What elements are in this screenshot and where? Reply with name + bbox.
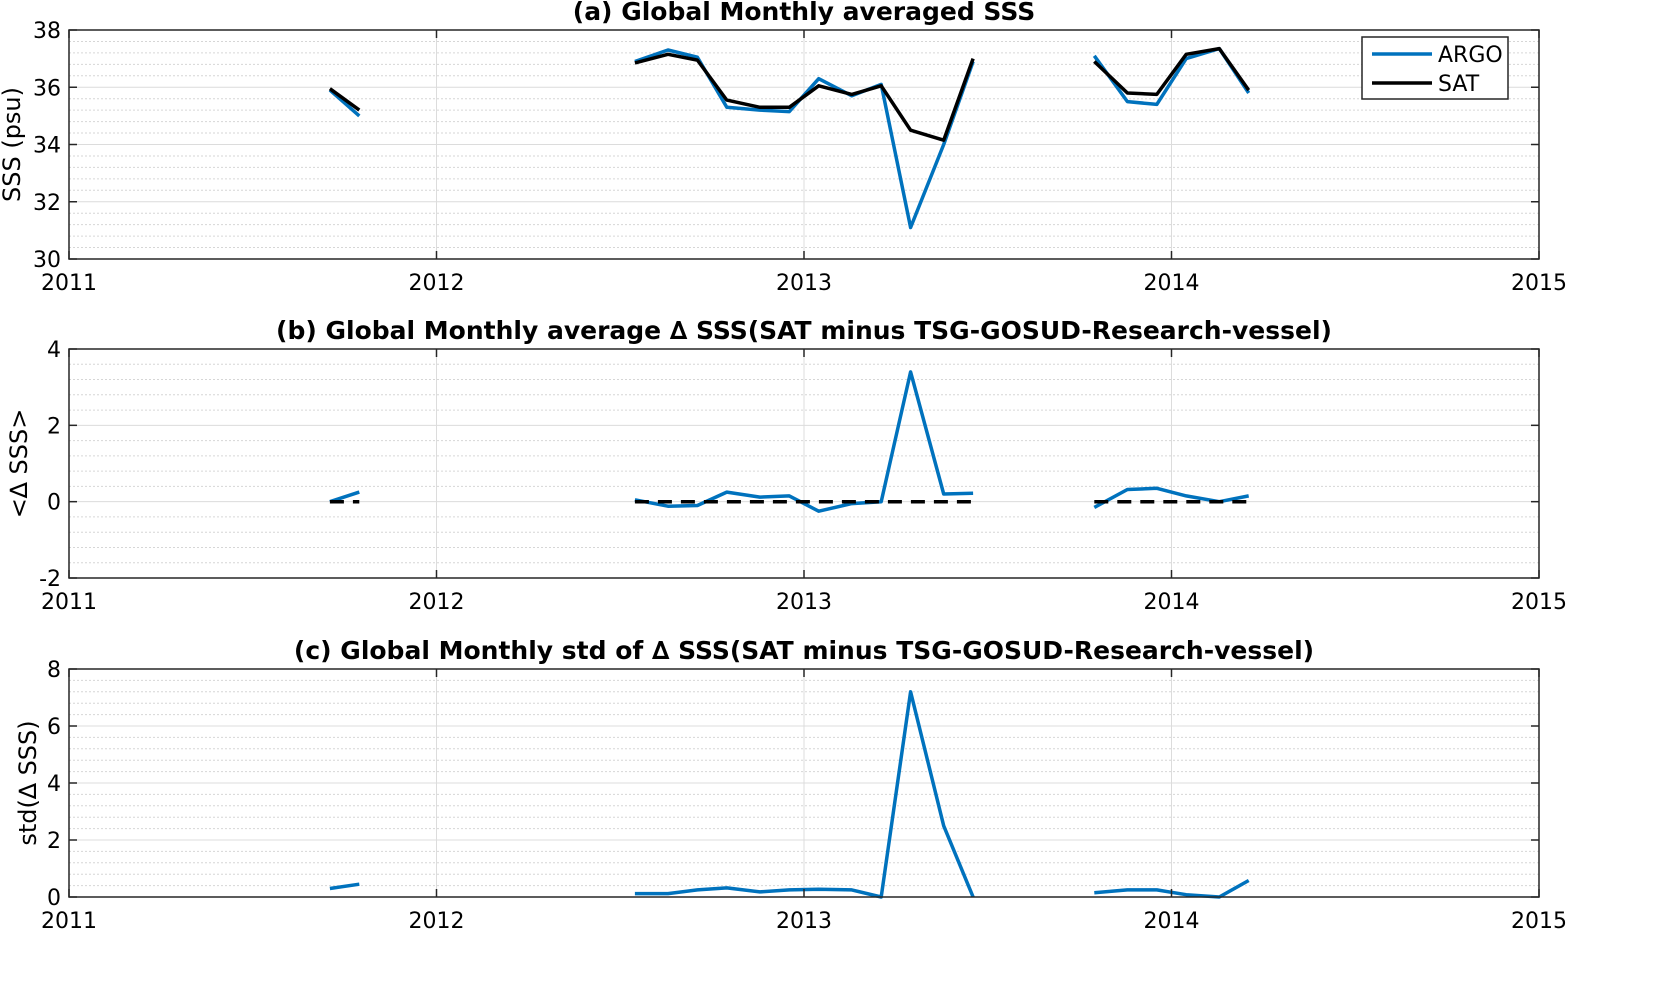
x-tick-label: 2012 bbox=[409, 590, 465, 615]
series-sat-segment bbox=[1093, 46, 1251, 97]
y-tick-label: 0 bbox=[47, 886, 61, 911]
y-tick-label: 2 bbox=[47, 414, 61, 439]
y-axis-label: SSS (psu) bbox=[0, 87, 26, 202]
series-sat-segment bbox=[634, 52, 975, 142]
legend-label-argo: ARGO bbox=[1438, 43, 1503, 68]
legend-box bbox=[1361, 36, 1509, 100]
x-tick-label: 2013 bbox=[776, 271, 832, 296]
x-tick-label: 2011 bbox=[41, 590, 97, 615]
x-tick-label: 2013 bbox=[776, 909, 832, 934]
y-axis-label: <∆ SSS> bbox=[5, 409, 33, 519]
y-tick-label: 2 bbox=[47, 829, 61, 854]
x-tick-label: 2011 bbox=[41, 909, 97, 934]
x-tick-label: 2015 bbox=[1511, 590, 1567, 615]
series-sat-segment bbox=[328, 87, 361, 112]
y-tick-label: 8 bbox=[47, 658, 61, 683]
y-tick-label: 30 bbox=[33, 248, 61, 273]
y-tick-label: 36 bbox=[33, 76, 61, 101]
x-tick-label: 2014 bbox=[1144, 590, 1200, 615]
y-tick-label: 4 bbox=[47, 338, 61, 363]
y-tick-label: 0 bbox=[47, 491, 61, 516]
y-tick-label: 4 bbox=[47, 772, 61, 797]
panel-c: 0 2 4 6 8 2011 2012 2013 2014 2015 (c) Global Mont… bbox=[14, 636, 1567, 934]
x-tick-label: 2011 bbox=[41, 271, 97, 296]
y-tick-label: 34 bbox=[33, 134, 61, 159]
y-axis-label: std(∆ SSS) bbox=[14, 720, 42, 845]
series-delta-sss-segment bbox=[1093, 486, 1250, 509]
chart-title: (a) Global Monthly averaged SSS bbox=[573, 0, 1035, 26]
series-delta-sss-segment bbox=[634, 370, 974, 513]
x-tick-label: 2015 bbox=[1511, 909, 1567, 934]
series-delta-sss-segment bbox=[329, 882, 360, 891]
x-tick-label: 2014 bbox=[1144, 909, 1200, 934]
x-tick-label: 2012 bbox=[409, 271, 465, 296]
x-tick-label: 2015 bbox=[1511, 271, 1567, 296]
legend: ARGO SAT bbox=[1361, 36, 1509, 100]
y-tick-label: 6 bbox=[47, 715, 61, 740]
y-tick-label: 32 bbox=[33, 191, 61, 216]
x-tick-label: 2012 bbox=[409, 909, 465, 934]
y-tick-label: -2 bbox=[39, 567, 61, 592]
y-tick-label: 38 bbox=[33, 19, 61, 44]
panel-b: -2 0 2 4 2011 2012 2013 2014 2015 (b) Global Mont… bbox=[5, 316, 1567, 615]
panel-a: 30 32 34 36 38 2011 2012 2013 2014 2015 (a) Global… bbox=[0, 0, 1567, 296]
x-tick-label: 2013 bbox=[776, 590, 832, 615]
x-tick-label: 2014 bbox=[1144, 271, 1200, 296]
chart-title: (c) Global Monthly std of ∆ SSS(SAT minu… bbox=[294, 636, 1314, 665]
legend-label-sat: SAT bbox=[1438, 72, 1480, 97]
chart-title: (b) Global Monthly average ∆ SSS(SAT min… bbox=[276, 316, 1332, 345]
